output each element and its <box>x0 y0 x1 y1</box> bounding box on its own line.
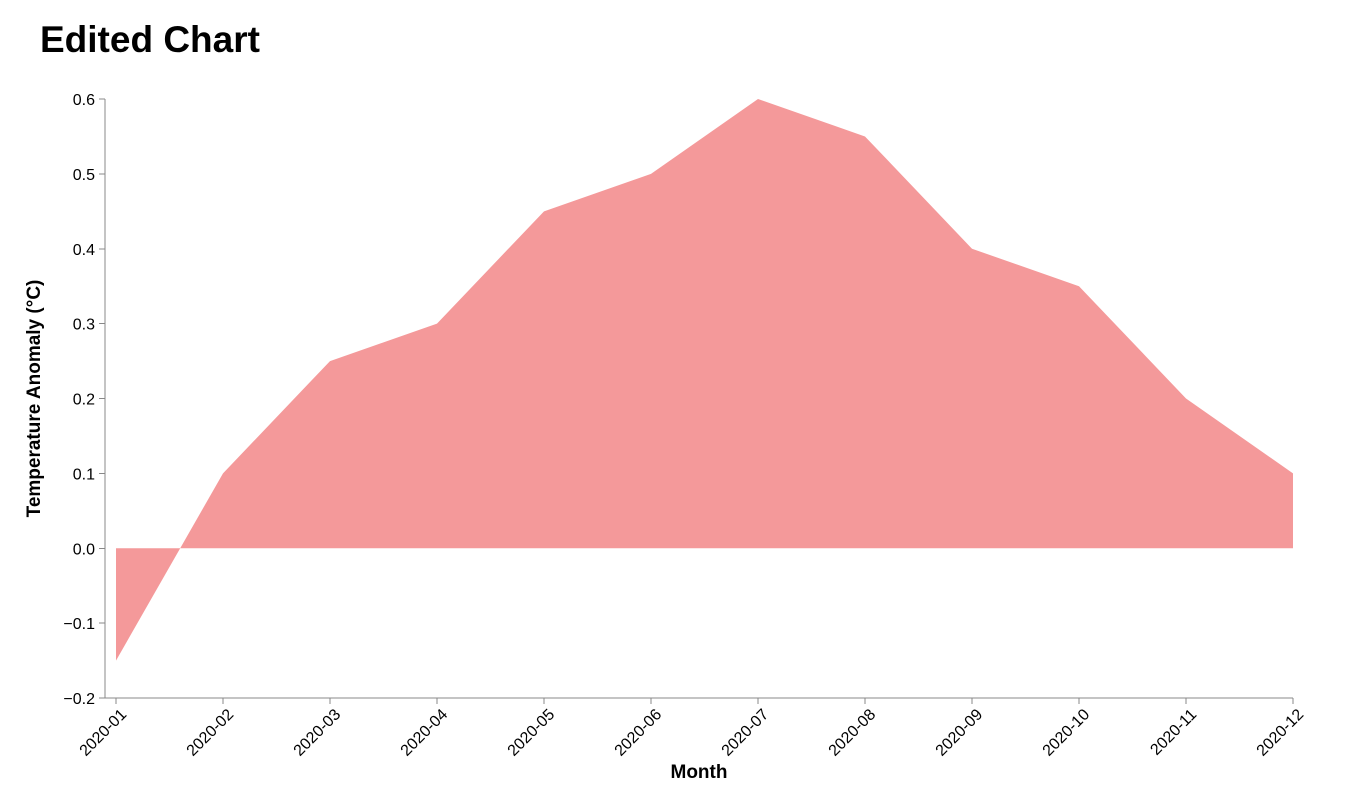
y-tick-label: 0.5 <box>73 167 95 184</box>
x-tick-label: 2020-04 <box>398 706 452 760</box>
x-axis: 2020-01 2020-02 2020-03 2020-04 2020-05 2020-… <box>77 697 1308 760</box>
y-tick-label: 0.3 <box>73 317 95 334</box>
x-tick-label: 2020-07 <box>719 706 773 760</box>
y-tick-label: 0.1 <box>73 466 95 483</box>
area-layer <box>116 99 1293 661</box>
x-tick-label: 2020-11 <box>1147 706 1200 759</box>
y-tick-label: 0.2 <box>73 392 95 409</box>
y-tick-label: 0.4 <box>73 242 95 259</box>
x-tick-label: 2020-02 <box>184 706 238 760</box>
x-tick-label: 2020-06 <box>612 706 666 760</box>
y-tick-label: 0.0 <box>73 541 95 558</box>
x-tick-label: 2020-08 <box>826 706 880 760</box>
x-tick-label: 2020-03 <box>291 706 345 760</box>
temperature-area <box>116 99 1293 661</box>
x-tick-label: 2020-01 <box>77 706 131 760</box>
x-tick-label: 2020-10 <box>1040 706 1094 760</box>
y-tick-label: −0.1 <box>63 616 95 633</box>
x-tick-label: 2020-12 <box>1254 706 1308 760</box>
chart-title: Edited Chart <box>40 19 260 60</box>
y-tick-label: 0.6 <box>73 92 95 109</box>
x-tick-label: 2020-05 <box>505 706 559 760</box>
y-axis: −0.2 −0.1 0.0 0.1 0.2 0.3 0.4 0.5 0.6 <box>63 92 106 708</box>
x-tick-label: 2020-09 <box>933 706 987 760</box>
y-axis-title: Temperature Anomaly (°C) <box>24 280 45 518</box>
y-tick-label: −0.2 <box>63 691 95 708</box>
x-axis-title: Month <box>671 762 728 783</box>
